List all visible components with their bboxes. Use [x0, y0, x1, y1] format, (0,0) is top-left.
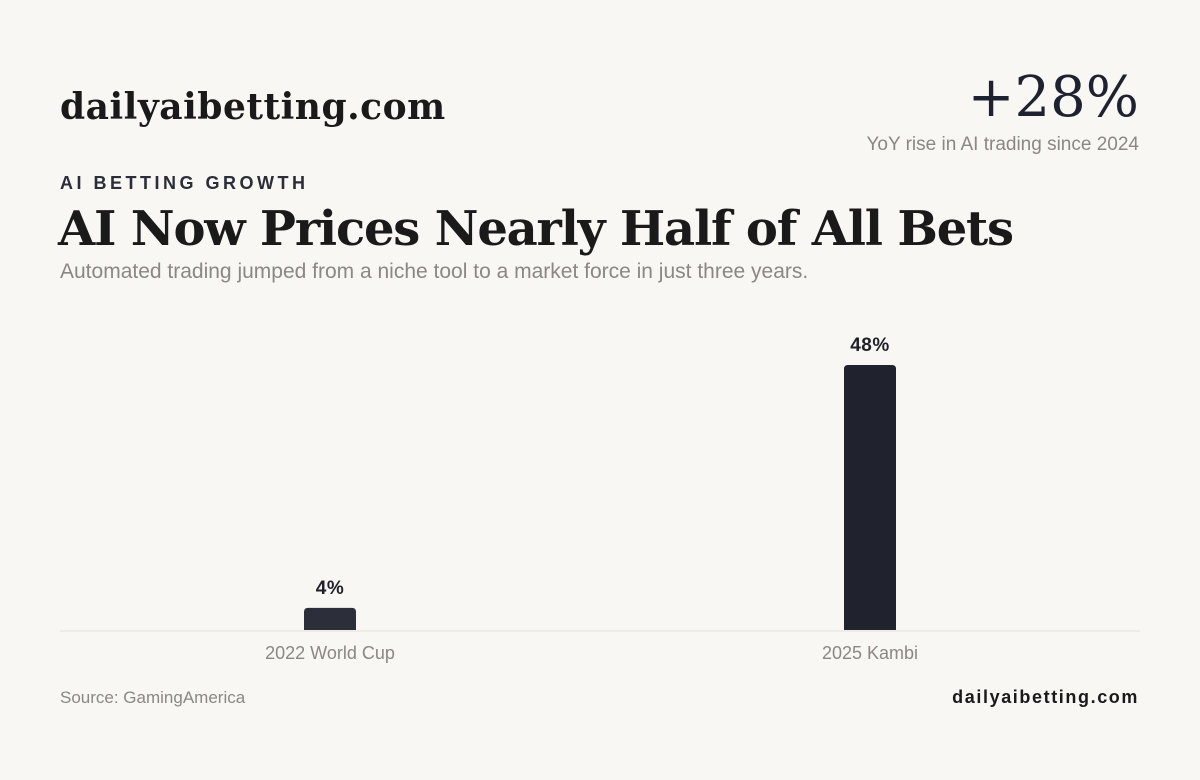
bar-1 — [304, 607, 356, 630]
data-label-1: 4% — [316, 578, 344, 599]
footer-brand: dailyaibetting.com — [952, 687, 1139, 707]
brand-logo: dailyaibetting.com — [60, 86, 446, 128]
eyebrow-label: AI BETTING GROWTH — [60, 173, 309, 193]
data-label-2: 48% — [850, 335, 890, 356]
page-title: AI Now Prices Nearly Half of All Bets — [58, 201, 1014, 257]
category-label-2: 2025 Kambi — [822, 643, 918, 663]
page-subtitle: Automated trading jumped from a niche to… — [60, 260, 809, 283]
bar-2 — [844, 365, 896, 630]
stat-caption: YoY rise in AI trading since 2024 — [866, 134, 1139, 155]
category-label-1: 2022 World Cup — [265, 643, 395, 663]
source-note: Source: GamingAmerica — [60, 688, 246, 707]
stat-callout: +28% YoY rise in AI trading since 2024 — [866, 66, 1139, 156]
stat-value: +28% — [967, 65, 1139, 130]
